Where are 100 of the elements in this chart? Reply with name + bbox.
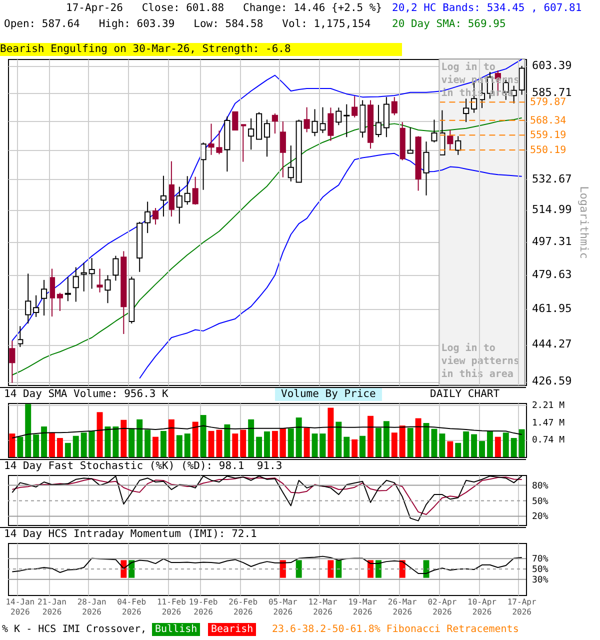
text: Volume By Price [275,388,382,401]
bar [96,412,103,457]
bar [502,432,509,457]
bar [9,434,16,457]
line-series [12,556,522,574]
ref-line-label: 559.19 [530,130,566,142]
text: DAILY CHART [430,388,500,401]
bar [112,426,119,457]
bar [152,436,159,457]
bar [176,435,182,457]
bar [33,434,40,457]
candlestick [352,96,358,118]
bar [168,419,174,457]
bar [56,438,63,457]
x-tick-label: 05-Mar 2026 [268,598,298,616]
candlestick [152,208,159,226]
y-tick-label: 532.67 [532,172,572,186]
y-tick-label: 497.31 [532,234,572,248]
line-series [12,117,522,376]
y-tick-label: 80% [532,481,549,492]
candlestick [160,175,167,218]
bar [518,429,525,457]
candlestick [248,118,254,150]
bar [160,430,166,457]
candlestick [176,186,182,224]
text: 20 Day SMA: 569.95 [392,18,506,31]
x-tick-label: 26-Mar 2026 [388,598,417,616]
candlestick [320,106,326,134]
y-tick-label: 1.47 M [532,418,566,428]
bar [510,438,517,457]
bar [296,418,302,457]
candlestick [280,120,286,178]
candlestick [144,201,151,234]
candlestick [25,273,32,324]
bar [232,434,238,457]
y-tick-label: 0.74 M [532,436,566,446]
candlestick [232,111,238,130]
chart-subtitle: Open: 587.64 High: 603.39 Low: 584.58 Vol: 1,175,154 [4,18,371,31]
candlestick [423,141,430,196]
candlestick [40,279,48,316]
y-tick-label: 50% [532,496,549,507]
bar [486,431,493,457]
y-tick-label: 20% [532,512,549,522]
y-tick-label: 479.63 [532,268,572,281]
bar [383,421,390,457]
x-tick-label: 10-Apr 2026 [468,598,497,616]
candlestick [463,98,470,123]
y-tick-label: 603.39 [532,58,572,72]
bar [128,428,135,457]
text: Bullish [152,623,200,636]
x-tick-label: 02-Apr 2026 [428,598,457,616]
x-tick-label: 26-Feb 2026 [228,598,258,616]
x-tick-label: 14-Jan 2026 [6,598,35,616]
candlestick [447,129,454,151]
x-tick-label: 11-Feb 2026 [156,598,186,616]
candlestick [407,126,414,154]
bar [312,434,318,457]
bar [144,430,151,457]
candlestick [455,136,462,156]
candlestick [96,268,103,293]
bar [136,419,143,457]
candlestick [328,107,334,142]
bar [471,434,478,457]
y-tick-label: 50% [532,565,549,575]
bar [391,432,398,457]
bar [455,442,462,457]
bar [120,420,127,457]
y-tick-label: 461.95 [532,302,572,316]
candlestick [9,340,16,384]
candlestick [80,262,87,292]
candlestick [304,106,310,133]
chart-title: 14 Day HCS Intraday Momentum (IMI): 72.1 [4,528,257,541]
y-tick-label: 514.99 [532,203,572,216]
y-tick-label: 426.59 [532,374,572,388]
x-tick-label: 04-Feb 2026 [117,598,146,616]
candlestick [240,124,246,162]
text: 23.6-38.2-50-61.8% Fibonacci Retracements [272,623,519,636]
x-tick-label: 19-Mar 2026 [348,598,378,616]
bar [431,428,438,457]
bar [64,442,71,457]
bar [328,408,334,457]
bar [280,428,286,457]
bar [272,430,278,457]
candlestick [200,142,206,190]
x-tick-label: 21-Jan 2026 [38,598,67,616]
bar [479,441,485,457]
chart-title: 14 Day Fast Stochastic (%K) (%D): 98.1 91.3 [4,460,282,473]
bar [415,418,422,457]
bar [264,431,270,457]
y-axis-title: Logarithmic [578,186,590,259]
x-tick-label: 17-Apr 2026 [507,598,536,616]
text: Bearish [208,623,256,636]
line-series [12,476,522,515]
bar [41,426,48,457]
text: Bearish Engulfing on 30-Mar-26, Strength: -6.8 [0,43,402,56]
bar [224,424,230,457]
ref-line-label: 568.34 [530,115,566,126]
bar [80,432,87,457]
bar [216,430,222,457]
candlestick [33,294,40,318]
